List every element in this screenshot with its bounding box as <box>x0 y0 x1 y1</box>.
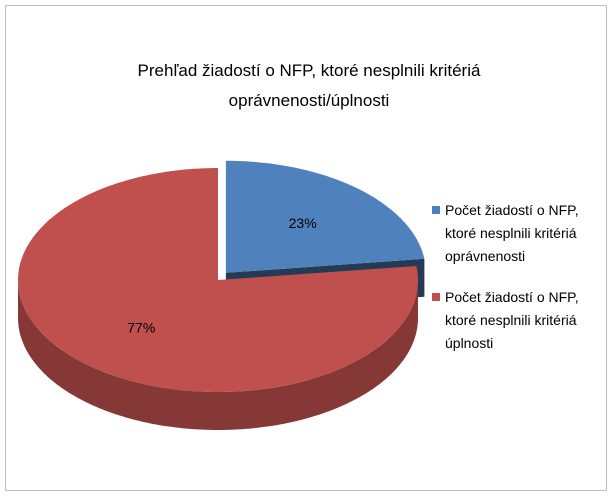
chart-frame <box>5 5 607 491</box>
slice-side <box>18 280 418 430</box>
legend-item: Počet žiadostí o NFP, ktoré nesplnili kr… <box>432 199 597 268</box>
slice <box>18 168 418 392</box>
legend-label: Počet žiadostí o NFP, ktoré nesplnili kr… <box>445 202 579 264</box>
legend-swatch <box>432 206 440 214</box>
data-label: 23% <box>289 215 317 231</box>
slice <box>225 160 425 273</box>
legend-item: Počet žiadostí o NFP, ktoré nesplnili kr… <box>432 286 597 355</box>
legend-label: Počet žiadostí o NFP, ktoré nesplnili kr… <box>445 289 579 351</box>
chart-title: Prehľad žiadostí o NFP, ktoré nesplnili … <box>137 61 481 110</box>
data-label: 77% <box>127 319 155 335</box>
legend-swatch <box>432 293 440 301</box>
